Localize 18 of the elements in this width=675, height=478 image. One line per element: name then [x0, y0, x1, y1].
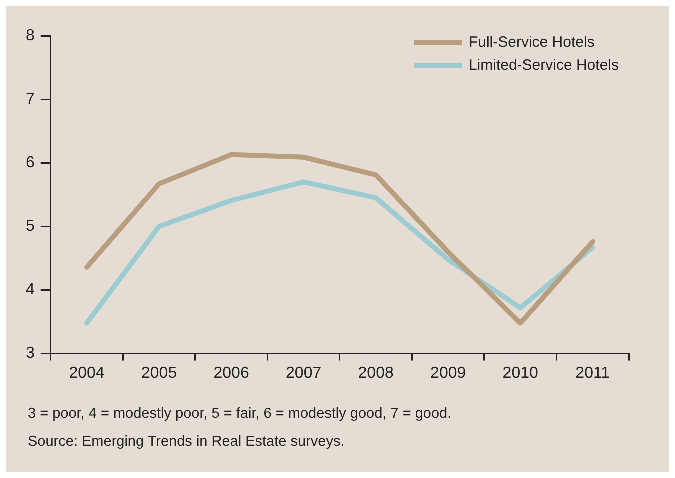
source-note: Source: Emerging Trends in Real Estate surveys. [28, 434, 346, 450]
y-tick-label: 6 [26, 154, 35, 172]
x-tick-label: 2004 [69, 364, 105, 382]
x-tick-label: 2010 [502, 364, 539, 382]
x-tick-label: 2007 [286, 364, 322, 382]
x-tick-label: 2006 [214, 364, 250, 382]
x-tick-label: 2005 [141, 364, 178, 382]
y-tick-label: 5 [26, 218, 35, 236]
legend-label: Limited-Service Hotels [468, 57, 619, 74]
y-tick-label: 8 [26, 27, 35, 44]
y-tick-label: 3 [26, 345, 35, 362]
y-tick-label: 4 [26, 282, 35, 299]
x-tick-label: 2011 [576, 364, 610, 382]
text: 3 = poor, 4 = modestly poor, 5 = fair, 6 = modestly good, 7 = good. [28, 406, 452, 422]
x-tick-label: 2008 [358, 364, 394, 382]
y-tick-label: 7 [26, 90, 35, 108]
legend-label: Full-Service Hotels [468, 34, 595, 51]
x-tick-label: 2009 [430, 364, 466, 382]
